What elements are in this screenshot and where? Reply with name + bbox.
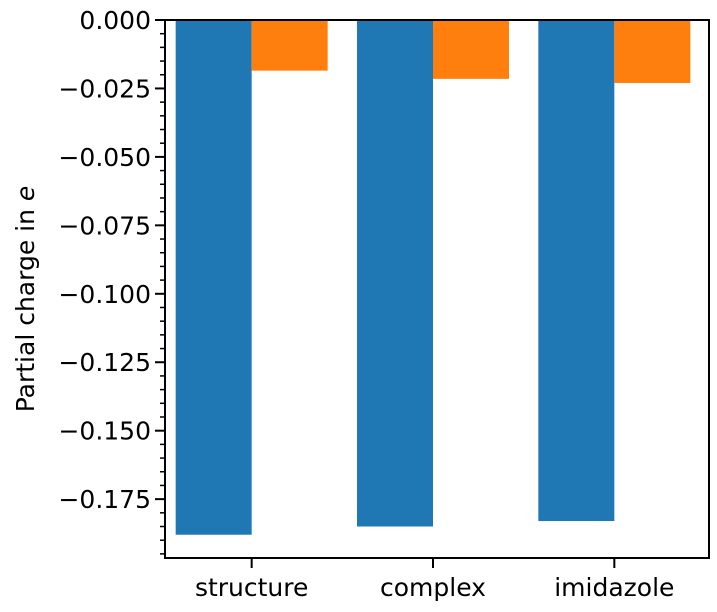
bar-complex-series-2 bbox=[433, 20, 509, 79]
y-tick-label: −0.175 bbox=[58, 485, 151, 514]
y-axis-ticks: 0.000 −0.025 −0.050 −0.075 −0.100 −0.125 −0.15… bbox=[58, 6, 165, 555]
x-tick-label-imidazole: imidazole bbox=[554, 573, 674, 602]
x-tick-label-complex: complex bbox=[380, 573, 486, 602]
bar-complex-series-1 bbox=[357, 20, 433, 527]
bar-imidazole-series-2 bbox=[614, 20, 691, 83]
x-tick-label-structure: structure bbox=[195, 573, 308, 602]
y-axis-label-text: Partial charge in bbox=[11, 201, 40, 412]
x-axis-ticks: structure complex imidazole bbox=[195, 558, 674, 602]
bar-structure-series-2 bbox=[251, 20, 328, 71]
y-tick-label: −0.125 bbox=[58, 348, 151, 377]
bar-imidazole-series-1 bbox=[538, 20, 615, 522]
bars-group bbox=[175, 20, 691, 535]
y-tick-label: −0.100 bbox=[58, 280, 151, 309]
y-tick-label: 0.000 bbox=[79, 6, 151, 35]
plot-frame bbox=[164, 19, 710, 559]
y-axis-label-unit: e bbox=[11, 186, 40, 201]
y-axis-label: Partial charge in e bbox=[11, 186, 40, 413]
y-tick-label: −0.025 bbox=[58, 74, 151, 103]
y-tick-label: −0.075 bbox=[58, 211, 151, 240]
bar-structure-series-1 bbox=[175, 20, 252, 535]
y-tick-label: −0.150 bbox=[58, 417, 151, 446]
y-tick-label: −0.050 bbox=[58, 143, 151, 172]
